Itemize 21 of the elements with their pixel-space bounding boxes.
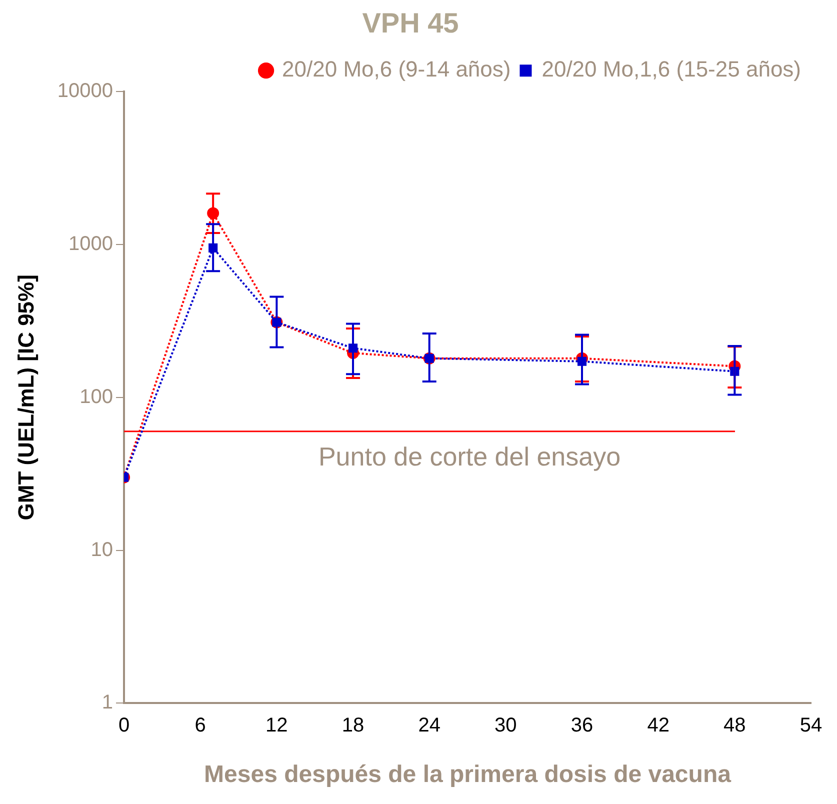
y-tick-label: 1000	[68, 233, 114, 256]
y-tick-label: 100	[80, 386, 114, 408]
x-tick-label: 18	[342, 714, 364, 737]
chart-title: VPH 45	[362, 8, 459, 39]
x-tick-label: 30	[494, 714, 517, 737]
x-tick-label: 54	[800, 714, 822, 737]
x-tick-label: 36	[570, 714, 594, 737]
legend-label: 20/20 Mo,1,6 (15-25 años)	[542, 56, 802, 82]
y-tick-label: 1	[102, 692, 114, 714]
legend-label: 20/20 Mo,6 (9-14 años)	[282, 56, 511, 82]
x-tick-label: 0	[118, 714, 130, 737]
y-axis-title: GMT (UEL/mL) [IC 95%]	[13, 274, 38, 520]
ref-line-label: Punto de corte del ensayo	[318, 441, 621, 472]
y-tick-label: 10000	[57, 80, 114, 102]
x-tick-label: 12	[266, 714, 288, 737]
x-tick-label: 24	[418, 714, 440, 737]
x-tick-label: 6	[194, 714, 206, 737]
y-tick-label: 10	[90, 538, 114, 561]
x-tick-label: 42	[647, 714, 670, 737]
x-axis-title: Meses después de la primera dosis de vacuna	[204, 761, 732, 788]
x-tick-label: 48	[724, 714, 746, 737]
